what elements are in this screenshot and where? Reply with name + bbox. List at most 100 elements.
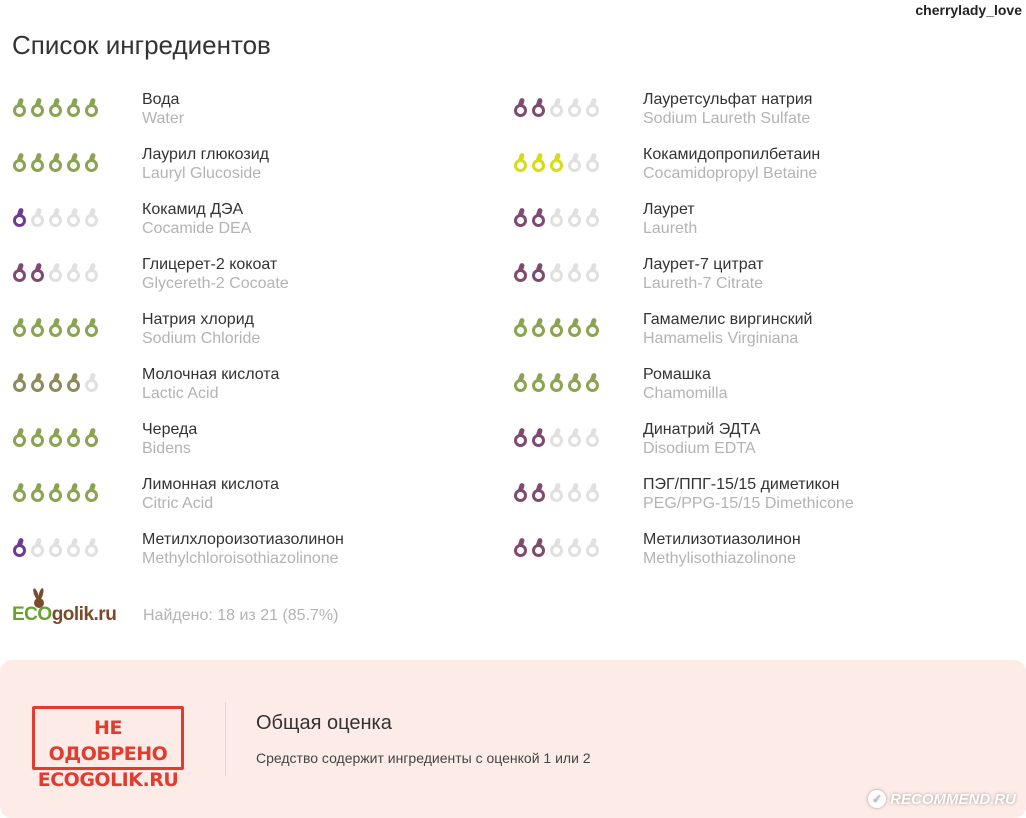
drop-filled-icon: [30, 152, 45, 172]
ingredient-item[interactable]: ПЭГ/ППГ-15/15 диметикон PEG/PPG-15/15 Dim…: [513, 475, 1013, 530]
ingredient-name-en: Methylisothiazolinone: [643, 550, 796, 567]
ingredient-item[interactable]: Кокамид ДЭА Cocamide DEA: [12, 200, 512, 255]
ingredient-item[interactable]: Вода Water: [12, 90, 512, 145]
drop-empty-icon: [567, 152, 582, 172]
drop-filled-icon: [84, 97, 99, 117]
drop-empty-icon: [585, 427, 600, 447]
ingredient-item[interactable]: Молочная кислота Lactic Acid: [12, 365, 512, 420]
ingredient-item[interactable]: Лаурил глюкозид Lauryl Glucoside: [12, 145, 512, 200]
drop-empty-icon: [84, 372, 99, 392]
ingredient-name-en: Hamamelis Virginiana: [643, 330, 799, 347]
ecogolik-logo[interactable]: ECOgolik.ru: [12, 588, 124, 630]
ingredient-names: Лаурил глюкозид Lauryl Glucoside: [142, 145, 269, 183]
ingredient-name-en: Disodium EDTA: [643, 440, 756, 457]
ingredient-name-ru[interactable]: Молочная кислота: [142, 366, 280, 383]
drop-filled-icon: [66, 97, 81, 117]
ingredient-name-en: Methylchloroisothiazolinone: [142, 550, 339, 567]
ingredient-item[interactable]: Натрия хлорид Sodium Chloride: [12, 310, 512, 365]
drop-filled-icon: [30, 482, 45, 502]
ingredient-item[interactable]: Лимонная кислота Citric Acid: [12, 475, 512, 530]
ingredient-name-en: Glycereth-2 Cocoate: [142, 275, 289, 292]
ingredient-name-ru[interactable]: Лаурет-7 цитрат: [643, 256, 764, 273]
drop-filled-icon: [84, 427, 99, 447]
rating-drops: [12, 151, 102, 177]
ingredient-name-en: Sodium Chloride: [142, 330, 261, 347]
ingredient-name-ru[interactable]: Натрия хлорид: [142, 311, 254, 328]
ingredient-item[interactable]: Лауретсульфат натрия Sodium Laureth Sulfa…: [513, 90, 1013, 145]
drop-filled-icon: [84, 482, 99, 502]
ingredient-item[interactable]: Череда Bidens: [12, 420, 512, 475]
ingredient-item[interactable]: Метилизотиазолинон Methylisothiazolinone: [513, 530, 1013, 585]
ingredient-item[interactable]: Метилхлороизотиазолинон Methylchloroisoth…: [12, 530, 512, 585]
ingredient-name-ru[interactable]: Лимонная кислота: [142, 476, 280, 493]
ingredient-name-ru[interactable]: Лаурет: [643, 201, 695, 218]
ingredient-item[interactable]: Ромашка Chamomilla: [513, 365, 1013, 420]
watermark-text: RECOMMEND.RU: [890, 790, 1016, 808]
ingredient-names: ПЭГ/ППГ-15/15 диметикон PEG/PPG-15/15 Dim…: [643, 475, 854, 513]
ingredient-name-ru[interactable]: Лауретсульфат натрия: [643, 91, 813, 108]
ingredient-name-ru[interactable]: Кокамидопропилбетаин: [643, 146, 821, 163]
drop-filled-icon: [585, 317, 600, 337]
ingredient-name-ru[interactable]: Динатрий ЭДТА: [643, 421, 761, 438]
ingredient-item[interactable]: Кокамидопропилбетаин Cocamidopropyl Betai…: [513, 145, 1013, 200]
ingredient-name-ru[interactable]: Метилхлороизотиазолинон: [142, 531, 344, 548]
ingredient-name-ru[interactable]: ПЭГ/ППГ-15/15 диметикон: [643, 476, 840, 493]
drop-filled-icon: [48, 427, 63, 447]
drop-filled-icon: [48, 152, 63, 172]
ingredient-name-en: Cocamide DEA: [142, 220, 252, 237]
ingredient-names: Лаурет Laureth: [643, 200, 697, 238]
drop-empty-icon: [48, 207, 63, 227]
ingredient-item[interactable]: Глицерет-2 кокоат Glycereth-2 Cocoate: [12, 255, 512, 310]
ingredient-names: Ромашка Chamomilla: [643, 365, 727, 403]
drop-filled-icon: [585, 372, 600, 392]
ingredient-item[interactable]: Динатрий ЭДТА Disodium EDTA: [513, 420, 1013, 475]
drop-filled-icon: [531, 482, 546, 502]
ingredient-names: Глицерет-2 кокоат Glycereth-2 Cocoate: [142, 255, 289, 293]
drop-filled-icon: [513, 152, 528, 172]
drop-empty-icon: [549, 207, 564, 227]
ingredient-item[interactable]: Лаурет Laureth: [513, 200, 1013, 255]
drop-empty-icon: [84, 207, 99, 227]
drop-filled-icon: [531, 317, 546, 337]
ingredient-item[interactable]: Лаурет-7 цитрат Laureth-7 Citrate: [513, 255, 1013, 310]
drop-empty-icon: [585, 482, 600, 502]
drop-filled-icon: [12, 427, 27, 447]
ingredient-name-ru[interactable]: Кокамид ДЭА: [142, 201, 244, 218]
rating-drops: [12, 426, 102, 452]
not-approved-stamp: НЕ ОДОБРЕНО ECOGOLIK.RU: [32, 706, 184, 791]
ingredient-name-ru[interactable]: Метилизотиазолинон: [643, 531, 801, 548]
rating-drops: [513, 536, 603, 562]
drop-filled-icon: [513, 537, 528, 557]
ingredient-name-ru[interactable]: Вода: [142, 91, 180, 108]
summary-text: Средство содержит ингредиенты с оценкой …: [256, 750, 591, 766]
drop-empty-icon: [30, 537, 45, 557]
ingredient-name-ru[interactable]: Глицерет-2 кокоат: [142, 256, 278, 273]
ingredient-name-ru[interactable]: Лаурил глюкозид: [142, 146, 269, 163]
drop-filled-icon: [513, 97, 528, 117]
drop-filled-icon: [549, 372, 564, 392]
rating-drops: [513, 96, 603, 122]
drop-filled-icon: [513, 482, 528, 502]
drop-empty-icon: [549, 482, 564, 502]
drop-empty-icon: [567, 262, 582, 282]
ingredient-names: Натрия хлорид Sodium Chloride: [142, 310, 260, 348]
drop-empty-icon: [585, 207, 600, 227]
rating-drops: [513, 481, 603, 507]
ingredient-name-ru[interactable]: Ромашка: [643, 366, 711, 383]
drop-filled-icon: [513, 317, 528, 337]
drop-filled-icon: [48, 317, 63, 337]
drop-filled-icon: [549, 317, 564, 337]
drop-filled-icon: [30, 262, 45, 282]
ingredient-name-en: Lactic Acid: [142, 385, 219, 402]
drop-filled-icon: [66, 317, 81, 337]
drop-empty-icon: [66, 537, 81, 557]
username[interactable]: cherrylady_love: [915, 2, 1022, 18]
ingredient-item[interactable]: Гамамелис виргинский Hamamelis Virginiana: [513, 310, 1013, 365]
drop-filled-icon: [513, 427, 528, 447]
drop-filled-icon: [549, 152, 564, 172]
ingredient-name-en: Laureth: [643, 220, 698, 237]
ingredient-name-en: PEG/PPG-15/15 Dimethicone: [643, 495, 854, 512]
drop-empty-icon: [66, 262, 81, 282]
ingredient-name-ru[interactable]: Череда: [142, 421, 198, 438]
ingredient-name-ru[interactable]: Гамамелис виргинский: [643, 311, 813, 328]
